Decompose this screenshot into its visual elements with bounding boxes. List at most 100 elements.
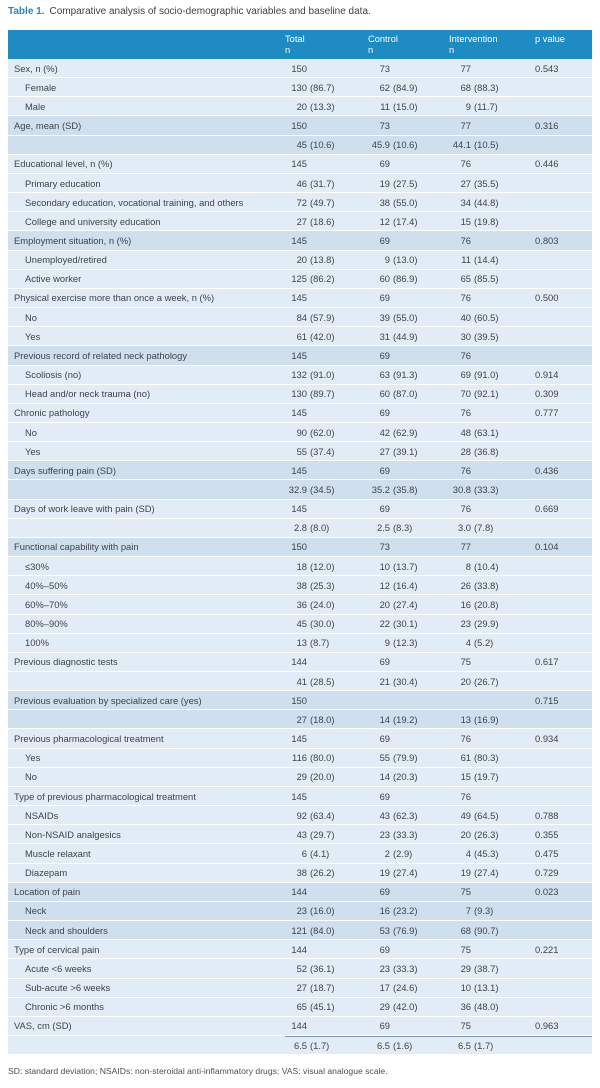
table-title-text: Comparative analysis of socio-demographi… [49, 6, 371, 17]
value-number: 76 [460, 790, 471, 802]
header-label: Control [368, 34, 398, 44]
value-number: 84 [296, 311, 307, 323]
value-percent: (26.3) [474, 828, 499, 840]
p-value-cell: 0.963 [535, 1020, 559, 1032]
row-label: Employment situation, n (%) [14, 234, 132, 246]
row-label: Chronic >6 months [25, 1001, 104, 1013]
value-percent: (34.5) [310, 484, 335, 496]
value-percent: (23.2) [393, 905, 418, 917]
value-number: 23 [460, 618, 471, 630]
value-cell: 55 (79.9) [368, 752, 449, 763]
row-values: 6.5 (1.7) 6.5 (1.6) 6.5 (1.7) [285, 1035, 592, 1054]
value-cell: 145 [285, 292, 368, 303]
row-label: Previous record of related neck patholog… [14, 349, 188, 361]
row-label: Days suffering pain (SD) [14, 464, 116, 476]
p-value-cell: 0.803 [535, 234, 559, 246]
row-values: 36 (24.0) 20 (27.4) 16 (20.8) [285, 595, 592, 613]
value-number: 30.8 [452, 484, 471, 496]
value-cell: 43 (62.3) [368, 810, 449, 821]
value-cell: 29 (42.0) [368, 1001, 449, 1012]
value-number: 6 [301, 847, 307, 859]
value-cell: 76 [449, 235, 535, 246]
value-cell: 20 (27.4) [368, 599, 449, 610]
value-cell: 55 (37.4) [285, 446, 368, 457]
value-cell: 62 (84.9) [368, 82, 449, 93]
value-cell: 40 (60.5) [449, 312, 535, 323]
value-number: 55 [296, 445, 307, 457]
value-number: 3.0 [457, 522, 471, 534]
value-cell: 144 [285, 886, 368, 897]
value-cell: 34 (44.8) [449, 197, 535, 208]
value-number: 14 [379, 713, 390, 725]
value-percent: (91.0) [310, 369, 335, 381]
value-number: 30 [460, 330, 471, 342]
value-cell: 132 (91.0) [285, 369, 368, 380]
value-percent: (29.7) [310, 828, 335, 840]
value-cell: 26 (33.8) [449, 580, 535, 591]
table-row: Acute <6 weeks 52 (36.1) 23 (33.3) 29 (38.7) [8, 959, 592, 979]
value-cell: 8 (10.4) [449, 561, 535, 572]
value-cell: 69 [368, 733, 449, 744]
value-percent: (36.8) [474, 445, 499, 457]
value-number: 45 [296, 139, 307, 151]
value-number: 49 [460, 809, 471, 821]
row-label: Neck and shoulders [25, 924, 108, 936]
row-label: Location of pain [14, 886, 81, 898]
row-values: 43 (29.7) 23 (33.3) 20 (26.3) 0.355 [285, 825, 592, 843]
value-cell: 145 [285, 235, 368, 246]
header-label: Total [285, 34, 305, 44]
value-cell: 15 (19.8) [449, 216, 535, 227]
row-label: Age, mean (SD) [14, 120, 82, 132]
value-percent: (42.0) [310, 330, 335, 342]
value-number: 36 [296, 598, 307, 610]
row-label: Yes [25, 330, 41, 342]
row-values: 45 (10.6) 45.9 (10.6) 44.1 (10.5) [285, 136, 592, 154]
value-cell: 41 (28.5) [285, 676, 368, 687]
value-number: 17 [379, 982, 390, 994]
value-percent: (17.4) [393, 215, 418, 227]
value-percent: (9.3) [474, 905, 494, 917]
table-header-row: Total n Control n Intervention n p value [8, 30, 592, 59]
row-values: 46 (31.7) 19 (27.5) 27 (35.5) [285, 174, 592, 192]
table-row: 45 (10.6) 45.9 (10.6) 44.1 (10.5) [8, 135, 592, 155]
value-number: 75 [460, 1020, 471, 1032]
value-cell: 4 (5.2) [449, 637, 535, 648]
table-row: 40%–50% 38 (25.3) 12 (16.4) 26 (33.8) [8, 576, 592, 596]
table-row: 6.5 (1.7) 6.5 (1.6) 6.5 (1.7) [8, 1035, 592, 1056]
table-row: Unemployed/retired 20 (13.8) 9 (13.0) 11 (14.4… [8, 250, 592, 270]
row-values: 145 69 76 0.500 [285, 289, 592, 307]
value-percent: (1.7) [310, 1040, 330, 1052]
value-cell: 2 (2.9) [368, 848, 449, 859]
p-value-cell: 0.309 [535, 388, 559, 400]
table-row: Scoliosis (no) 132 (91.0) 63 (91.3) 69 (91.0) 0… [8, 365, 592, 385]
value-number: 60 [379, 273, 390, 285]
value-number: 39 [379, 311, 390, 323]
value-number: 145 [291, 292, 307, 304]
row-label: Previous diagnostic tests [14, 656, 118, 668]
value-number: 150 [291, 541, 307, 553]
value-percent: (1.7) [474, 1040, 494, 1052]
value-percent: (18.7) [310, 982, 335, 994]
value-number: 11 [380, 100, 390, 112]
value-cell: 150 [285, 120, 368, 131]
row-values: 144 69 75 0.023 [285, 883, 592, 901]
row-values: 130 (89.7) 60 (87.0) 70 (92.1) 0.309 [285, 385, 592, 403]
value-cell: 150 [285, 695, 368, 706]
value-percent: (33.3) [393, 962, 418, 974]
value-cell: 42 (62.9) [368, 427, 449, 438]
row-values: 145 69 76 [285, 787, 592, 805]
table-row: Active worker 125 (86.2) 60 (86.9) 65 (85.5) [8, 269, 592, 289]
value-number: 19 [379, 867, 390, 879]
table-row: Yes 55 (37.4) 27 (39.1) 28 (36.8) [8, 442, 592, 462]
value-number: 65 [296, 1001, 307, 1013]
row-values: 145 69 76 0.803 [285, 231, 592, 249]
value-percent: (27.5) [393, 177, 418, 189]
value-cell: 28 (36.8) [449, 446, 535, 457]
value-number: 20 [460, 828, 471, 840]
value-cell: 70 (92.1) [449, 388, 535, 399]
value-number: 76 [460, 158, 471, 170]
value-percent: (16.0) [310, 905, 335, 917]
value-number: 62 [379, 81, 390, 93]
value-cell: 45 (30.0) [285, 618, 368, 629]
value-number: 61 [296, 330, 307, 342]
